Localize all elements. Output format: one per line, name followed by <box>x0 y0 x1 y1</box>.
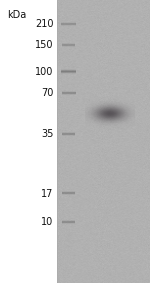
Text: 100: 100 <box>35 67 53 77</box>
Text: 10: 10 <box>41 217 53 227</box>
Text: kDa: kDa <box>8 10 27 20</box>
Text: 150: 150 <box>35 40 53 50</box>
Text: 35: 35 <box>41 129 53 140</box>
Text: 17: 17 <box>41 189 53 199</box>
Text: 70: 70 <box>41 88 53 98</box>
Text: 210: 210 <box>35 19 53 29</box>
